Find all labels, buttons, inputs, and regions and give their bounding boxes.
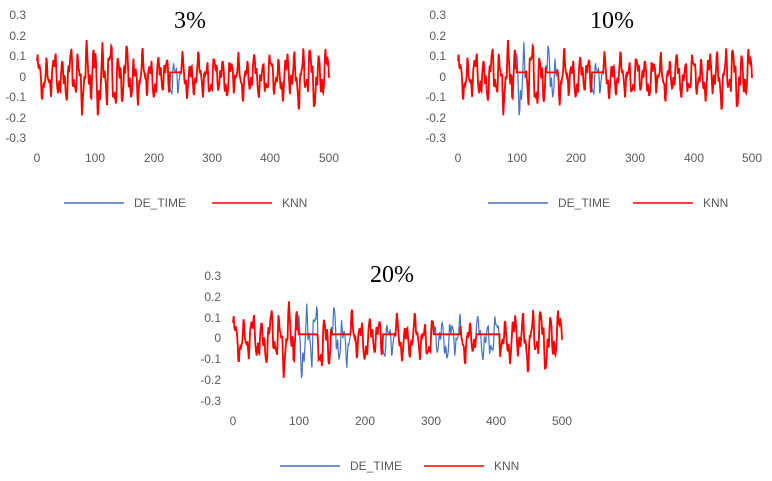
y-tick-labels: 0.3 0.2 0.1 0 -0.1 -0.2 -0.3 (5, 8, 26, 145)
x-tick-labels: 0 100 200 300 400 500 (455, 151, 763, 165)
y-tick-label: 0.2 (204, 290, 221, 304)
chart-20pct: 20% 0.3 0.2 0.1 0 -0.1 -0.2 -0.3 0 100 2… (200, 262, 572, 473)
y-tick-label: -0.2 (5, 111, 26, 125)
x-tick-label: 100 (85, 151, 105, 165)
x-tick-label: 400 (684, 151, 704, 165)
legend-label-de-time: DE_TIME (558, 196, 610, 210)
x-tick-label: 200 (355, 414, 375, 428)
y-tick-label: 0.1 (204, 311, 221, 325)
y-tick-labels: 0.3 0.2 0.1 0 -0.1 -0.2 -0.3 (200, 269, 221, 408)
y-tick-label: 0 (439, 70, 446, 84)
x-tick-label: 200 (566, 151, 586, 165)
y-tick-label: -0.2 (425, 111, 446, 125)
x-tick-label: 0 (230, 414, 237, 428)
y-tick-label: 0 (19, 70, 26, 84)
knn-line (457, 39, 753, 116)
x-tick-label: 500 (742, 151, 762, 165)
y-tick-label: -0.3 (425, 131, 446, 145)
series-lines (457, 39, 753, 116)
y-tick-label: 0.2 (9, 29, 26, 43)
x-tick-label: 100 (289, 414, 309, 428)
chart-10pct: 10% 0.3 0.2 0.1 0 -0.1 -0.2 -0.3 0 100 2… (425, 8, 762, 210)
legend-label-knn: KNN (494, 459, 519, 473)
legend: DE_TIME KNN (280, 459, 519, 473)
x-tick-label: 0 (455, 151, 462, 165)
legend: DE_TIME KNN (488, 196, 728, 210)
chart-title: 3% (174, 8, 206, 34)
y-tick-label: 0.1 (9, 49, 26, 63)
chart-title: 10% (590, 8, 634, 34)
y-tick-label: -0.1 (200, 352, 221, 366)
series-lines (36, 39, 330, 116)
x-tick-label: 100 (507, 151, 527, 165)
y-tick-label: -0.1 (5, 90, 26, 104)
y-tick-label: -0.3 (5, 131, 26, 145)
series-lines (232, 301, 563, 378)
y-tick-labels: 0.3 0.2 0.1 0 -0.1 -0.2 -0.3 (425, 8, 446, 145)
knn-line (36, 39, 330, 116)
y-tick-label: -0.1 (425, 90, 446, 104)
x-tick-label: 400 (260, 151, 280, 165)
chart-3pct: 3% 0.3 0.2 0.1 0 -0.1 -0.2 -0.3 0 100 20… (5, 8, 339, 210)
legend: DE_TIME KNN (64, 196, 307, 210)
legend-label-de-time: DE_TIME (350, 459, 402, 473)
x-tick-label: 200 (144, 151, 164, 165)
y-tick-label: -0.3 (200, 394, 221, 408)
legend-label-de-time: DE_TIME (134, 196, 186, 210)
x-tick-label: 300 (421, 414, 441, 428)
x-tick-label: 300 (202, 151, 222, 165)
y-tick-label: 0.2 (429, 29, 446, 43)
x-tick-labels: 0 100 200 300 400 500 (230, 414, 573, 428)
x-tick-label: 300 (625, 151, 645, 165)
y-tick-label: 0.3 (9, 8, 26, 22)
x-tick-label: 500 (319, 151, 339, 165)
legend-label-knn: KNN (703, 196, 728, 210)
legend-label-knn: KNN (282, 196, 307, 210)
y-tick-label: 0.3 (204, 269, 221, 283)
y-tick-label: 0.3 (429, 8, 446, 22)
y-tick-label: 0 (214, 331, 221, 345)
knn-line (232, 301, 563, 378)
chart-title: 20% (370, 262, 414, 288)
x-tick-label: 0 (34, 151, 41, 165)
x-tick-labels: 0 100 200 300 400 500 (34, 151, 340, 165)
x-tick-label: 500 (552, 414, 572, 428)
x-tick-label: 400 (486, 414, 506, 428)
y-tick-label: 0.1 (429, 49, 446, 63)
y-tick-label: -0.2 (200, 373, 221, 387)
